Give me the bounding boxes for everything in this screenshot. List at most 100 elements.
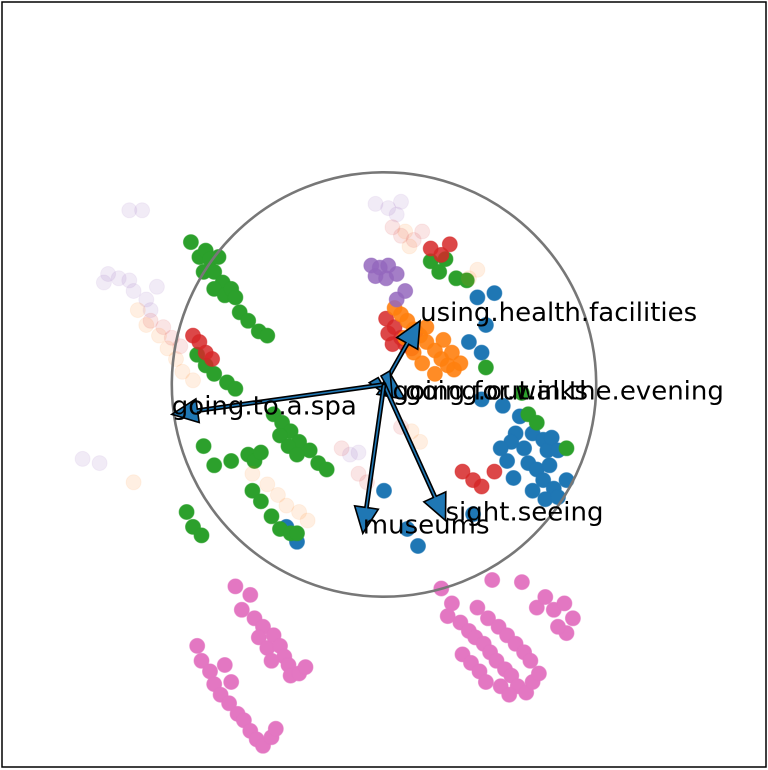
data-point: [384, 219, 401, 236]
data-point: [138, 291, 155, 308]
data-point: [405, 232, 422, 248]
data-point: [530, 665, 547, 682]
data-point: [499, 453, 516, 469]
data-point: [477, 359, 494, 376]
data-point: [244, 482, 261, 499]
data-point: [148, 278, 165, 295]
data-point: [460, 270, 477, 287]
data-point: [206, 263, 223, 280]
data-point: [522, 652, 539, 669]
data-point: [397, 223, 414, 240]
data-point: [564, 610, 581, 627]
data-point: [410, 538, 426, 554]
data-point: [541, 457, 558, 474]
data-point: [484, 572, 501, 588]
data-point: [100, 266, 117, 282]
data-point: [95, 274, 112, 291]
data-point: [556, 595, 573, 612]
data-point: [399, 521, 416, 537]
data-point: [74, 450, 91, 467]
data-point: [223, 674, 240, 690]
data-point: [142, 312, 159, 329]
data-point: [333, 440, 350, 457]
data-point: [182, 234, 199, 251]
data-point: [138, 317, 155, 333]
data-point: [272, 427, 288, 444]
data-point: [185, 372, 201, 389]
data-point: [431, 263, 448, 280]
data-point: [469, 599, 486, 616]
data-point: [151, 327, 167, 344]
data-point: [469, 289, 486, 306]
data-point: [452, 355, 469, 372]
data-point: [388, 206, 405, 223]
loading-label: museums: [363, 510, 490, 540]
data-point: [206, 457, 223, 474]
data-point: [376, 482, 392, 499]
loading-labels: using.health.facilities going.out.in.the.…: [172, 298, 724, 541]
loading-arrows: [169, 319, 447, 536]
data-point: [252, 493, 269, 510]
scatter-points: [74, 193, 581, 754]
data-point: [204, 351, 221, 367]
data-point: [477, 317, 494, 333]
data-point: [401, 238, 418, 255]
data-point: [486, 285, 503, 302]
data-point: [263, 652, 280, 669]
data-point: [473, 344, 490, 361]
loading-label: going.out.in.the.evening: [405, 376, 724, 406]
data-point: [460, 334, 477, 350]
data-point: [350, 465, 367, 482]
data-point: [393, 193, 409, 210]
data-point: [473, 478, 490, 495]
loading-label: sight.seeing: [446, 498, 604, 528]
data-point: [278, 497, 295, 514]
data-point: [244, 465, 261, 482]
data-point: [380, 200, 397, 217]
data-point: [227, 380, 244, 397]
loading-label: going.to.a.spa: [172, 391, 357, 421]
data-point: [501, 686, 518, 703]
data-point: [233, 601, 250, 618]
data-point: [252, 444, 269, 461]
data-point: [435, 331, 452, 348]
data-point: [380, 325, 397, 342]
data-point: [367, 195, 384, 212]
data-point: [259, 327, 276, 344]
data-point: [439, 608, 456, 625]
data-point: [291, 504, 308, 520]
data-point: [227, 289, 244, 306]
data-point: [263, 508, 280, 525]
data-point: [393, 227, 409, 244]
data-point: [125, 474, 142, 491]
data-point: [441, 236, 458, 253]
data-point: [454, 463, 471, 480]
data-point: [524, 482, 541, 499]
data-point: [480, 610, 496, 627]
data-point: [269, 487, 286, 503]
loading-label: using.health.facilities: [420, 298, 697, 328]
data-point: [267, 720, 284, 737]
data-point: [299, 512, 316, 529]
data-point: [516, 440, 533, 457]
loading-label: going.for.walks: [393, 376, 589, 406]
data-point: [528, 599, 545, 616]
data-point: [535, 472, 552, 489]
data-point: [227, 578, 244, 595]
data-point: [289, 525, 305, 542]
data-point: [121, 202, 138, 219]
data-point: [477, 674, 494, 690]
data-point: [142, 302, 159, 319]
data-point: [494, 397, 511, 414]
correlation-circle: [170, 171, 598, 598]
data-point: [178, 504, 195, 520]
data-point: [195, 438, 212, 455]
data-point: [134, 202, 151, 219]
data-point: [528, 414, 545, 431]
data-point: [91, 455, 108, 472]
data-point: [129, 302, 146, 319]
data-point: [216, 657, 233, 673]
data-point: [558, 440, 575, 457]
data-point: [388, 291, 405, 308]
